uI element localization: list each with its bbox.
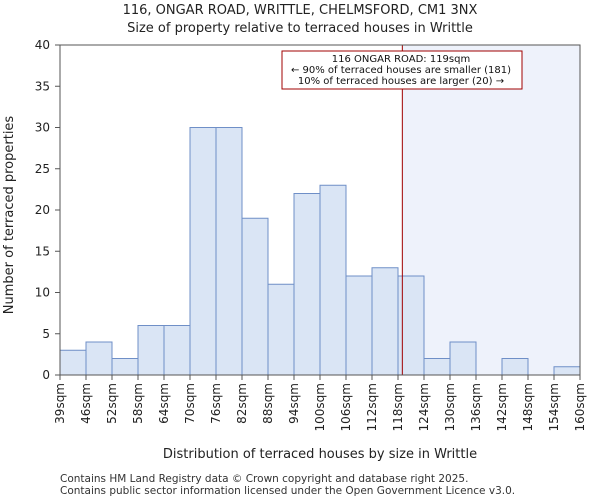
bar-46sqm bbox=[85, 341, 113, 376]
y-tick-label: 35 bbox=[35, 79, 50, 93]
x-tick-label: 58sqm bbox=[131, 383, 145, 424]
bar-58sqm bbox=[137, 325, 165, 376]
bar-112sqm bbox=[371, 267, 399, 376]
bar-106sqm bbox=[345, 275, 373, 376]
x-tick-label: 124sqm bbox=[417, 383, 431, 431]
x-tick-label: 118sqm bbox=[391, 383, 405, 431]
y-tick-label: 5 bbox=[42, 327, 50, 341]
y-tick-label: 30 bbox=[35, 121, 50, 135]
bar-82sqm bbox=[241, 217, 269, 376]
y-tick-label: 0 bbox=[42, 368, 50, 382]
annotation-larger: 10% of terraced houses are larger (20) → bbox=[298, 76, 504, 87]
x-tick-label: 88sqm bbox=[261, 383, 275, 424]
x-tick-label: 70sqm bbox=[183, 383, 197, 424]
x-tick-label: 160sqm bbox=[573, 383, 587, 431]
x-tick-label: 39sqm bbox=[53, 383, 67, 424]
x-tick-label: 100sqm bbox=[313, 383, 327, 431]
bar-100sqm bbox=[319, 184, 347, 376]
x-tick-label: 52sqm bbox=[105, 383, 119, 424]
bars bbox=[59, 127, 581, 376]
x-tick-label: 82sqm bbox=[235, 383, 249, 424]
bar-94sqm bbox=[293, 193, 321, 376]
bar-64sqm bbox=[163, 325, 191, 376]
bar-142sqm bbox=[501, 358, 529, 376]
x-tick-label: 154sqm bbox=[547, 383, 561, 431]
y-tick-label: 10 bbox=[35, 286, 50, 300]
bar-39sqm bbox=[59, 349, 87, 376]
footer-line-2: Contains public sector information licen… bbox=[60, 485, 515, 497]
y-axis: 0 5 10 15 20 25 30 35 40 bbox=[35, 38, 60, 382]
bar-130sqm bbox=[449, 341, 477, 376]
x-tick-label: 76sqm bbox=[209, 383, 223, 424]
x-tick-label: 106sqm bbox=[339, 383, 353, 431]
x-tick-label: 136sqm bbox=[469, 383, 483, 431]
x-tick-label: 148sqm bbox=[521, 383, 535, 431]
bar-154sqm bbox=[553, 366, 581, 376]
footer-line-1: Contains HM Land Registry data © Crown c… bbox=[60, 473, 468, 485]
annotation-smaller: ← 90% of terraced houses are smaller (18… bbox=[291, 65, 511, 76]
x-tick-label: 46sqm bbox=[79, 383, 93, 424]
x-tick-label: 130sqm bbox=[443, 383, 457, 431]
y-tick-label: 40 bbox=[35, 38, 50, 52]
x-tick-label: 112sqm bbox=[365, 383, 379, 431]
bar-76sqm bbox=[215, 127, 243, 376]
annotation-box: 116 ONGAR ROAD: 119sqm ← 90% of terraced… bbox=[281, 50, 523, 90]
y-tick-label: 25 bbox=[35, 162, 50, 176]
x-axis: 39sqm 46sqm 52sqm 58sqm 64sqm 70sqm 76sqm 82sqm… bbox=[53, 375, 587, 431]
y-tick-label: 15 bbox=[35, 244, 50, 258]
x-tick-label: 64sqm bbox=[157, 383, 171, 424]
y-tick-label: 20 bbox=[35, 203, 50, 217]
x-tick-label: 142sqm bbox=[495, 383, 509, 431]
bar-124sqm bbox=[423, 358, 451, 376]
x-tick-label: 94sqm bbox=[287, 383, 301, 424]
x-axis-label: Distribution of terraced houses by size … bbox=[163, 447, 477, 462]
chart-subtitle: Size of property relative to terraced ho… bbox=[127, 21, 473, 36]
bar-88sqm bbox=[267, 283, 295, 376]
chart-title: 116, ONGAR ROAD, WRITTLE, CHELMSFORD, CM… bbox=[123, 3, 478, 18]
larger-region-highlight bbox=[402, 45, 580, 375]
bar-52sqm bbox=[111, 358, 139, 376]
annotation-title: 116 ONGAR ROAD: 119sqm bbox=[332, 54, 470, 65]
y-axis-label: Number of terraced properties bbox=[2, 116, 17, 315]
bar-70sqm bbox=[189, 127, 217, 376]
